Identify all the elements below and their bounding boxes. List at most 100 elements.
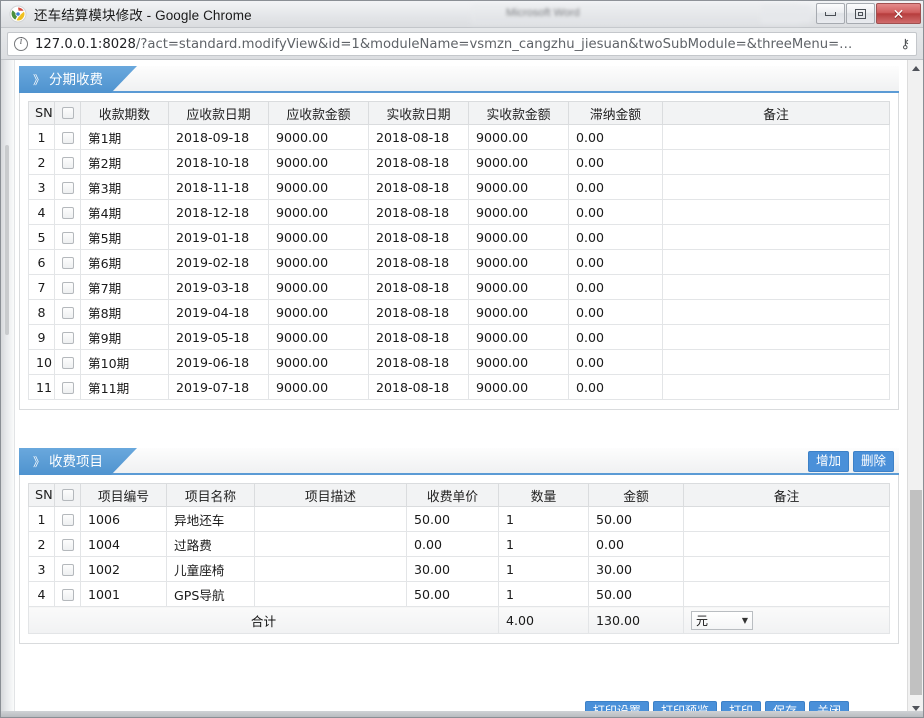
maximize-button[interactable] <box>846 3 875 24</box>
row-checkbox[interactable] <box>54 199 81 225</box>
address-bar[interactable]: 127.0.0.1:8028/?act=standard.modifyView&… <box>7 32 917 56</box>
table-row[interactable]: 1 第1期 2018-09-18 9000.00 2018-08-18 9000.00 0.… <box>28 124 890 150</box>
installments-body: 1 第1期 2018-09-18 9000.00 2018-08-18 9000.00 0.… <box>28 124 890 400</box>
checkbox-icon[interactable] <box>62 332 74 344</box>
checkbox-icon[interactable] <box>62 307 74 319</box>
cell-sn: 1 <box>28 124 55 150</box>
window-controls: ✕ <box>815 3 921 24</box>
row-checkbox[interactable] <box>54 149 81 175</box>
table-row[interactable]: 3 第3期 2018-11-18 9000.00 2018-08-18 9000.00 0.… <box>28 174 890 200</box>
checkbox-icon[interactable] <box>62 514 74 526</box>
chrome-icon <box>9 5 27 23</box>
checkbox-icon[interactable] <box>61 489 74 501</box>
add-button[interactable]: 增加 <box>807 451 849 472</box>
row-checkbox[interactable] <box>54 174 81 200</box>
checkbox-icon[interactable] <box>62 207 74 219</box>
checkbox-icon[interactable] <box>62 257 74 269</box>
table-row[interactable]: 6 第6期 2019-02-18 9000.00 2018-08-18 9000.00 0.… <box>28 249 890 275</box>
table-cell: 1 <box>498 506 589 532</box>
select-all-checkbox[interactable] <box>54 483 81 507</box>
table-cell: 2019-03-18 <box>168 274 269 300</box>
checkbox-icon[interactable] <box>62 589 74 601</box>
row-checkbox[interactable] <box>54 349 81 375</box>
table-cell: 0.00 <box>568 124 663 150</box>
table-cell: 异地还车 <box>166 506 255 532</box>
table-row[interactable]: 3 1002 儿童座椅 30.00 1 30.00 <box>28 556 890 582</box>
row-checkbox[interactable] <box>54 374 81 400</box>
checkbox-icon[interactable] <box>62 539 74 551</box>
checkbox-icon[interactable] <box>62 564 74 576</box>
panel-items-tab[interactable]: 》收费项目 <box>19 448 137 475</box>
table-cell <box>662 224 890 250</box>
checkbox-icon[interactable] <box>62 357 74 369</box>
panel-installments-tab[interactable]: 》分期收费 <box>19 66 137 93</box>
checkbox-icon[interactable] <box>62 382 74 394</box>
column-header-sn: SN <box>28 483 55 507</box>
row-checkbox[interactable] <box>54 556 81 582</box>
row-checkbox[interactable] <box>54 581 81 607</box>
row-checkbox[interactable] <box>54 249 81 275</box>
site-info-icon[interactable] <box>14 36 28 51</box>
row-checkbox[interactable] <box>54 506 81 532</box>
unit-select[interactable]: 元 ▼ <box>691 610 753 630</box>
table-cell <box>662 374 890 400</box>
row-checkbox[interactable] <box>54 531 81 557</box>
table-row[interactable]: 11 第11期 2019-07-18 9000.00 2018-08-18 9000.00… <box>28 374 890 400</box>
table-cell: 第11期 <box>80 374 169 400</box>
table-cell: 儿童座椅 <box>166 556 255 582</box>
table-cell: 1 <box>498 556 589 582</box>
table-cell: 1004 <box>80 531 167 557</box>
checkbox-icon[interactable] <box>62 132 74 144</box>
column-header: 应收款金额 <box>268 101 369 125</box>
table-row[interactable]: 7 第7期 2019-03-18 9000.00 2018-08-18 9000.00 0.… <box>28 274 890 300</box>
table-cell: 30.00 <box>406 556 499 582</box>
checkbox-icon[interactable] <box>62 282 74 294</box>
items-total-row: 合计 4.00 130.00 元 ▼ <box>28 606 890 634</box>
table-cell: 9000.00 <box>268 274 369 300</box>
row-checkbox[interactable] <box>54 124 81 150</box>
table-cell: 2018-10-18 <box>168 149 269 175</box>
scroll-down-button[interactable] <box>908 700 923 717</box>
panel-items: 》收费项目 增加 删除 SN 项目编号 项目名称 项目描述 收费单价数 <box>19 448 899 644</box>
table-cell <box>662 249 890 275</box>
table-row[interactable]: 9 第9期 2019-05-18 9000.00 2018-08-18 9000.00 0.… <box>28 324 890 350</box>
checkbox-icon[interactable] <box>61 107 74 119</box>
table-cell: 0.00 <box>568 299 663 325</box>
cell-sn: 1 <box>28 506 55 532</box>
row-checkbox[interactable] <box>54 274 81 300</box>
scroll-up-button[interactable] <box>908 60 923 77</box>
delete-button[interactable]: 删除 <box>852 451 894 472</box>
row-checkbox[interactable] <box>54 224 81 250</box>
table-row[interactable]: 10 第10期 2019-06-18 9000.00 2018-08-18 9000.00… <box>28 349 890 375</box>
table-cell <box>683 506 890 532</box>
column-header: 项目编号 <box>80 483 167 507</box>
table-cell <box>662 199 890 225</box>
row-checkbox[interactable] <box>54 324 81 350</box>
row-checkbox[interactable] <box>54 299 81 325</box>
table-cell: 9000.00 <box>268 199 369 225</box>
table-row[interactable]: 8 第8期 2019-04-18 9000.00 2018-08-18 9000.00 0.… <box>28 299 890 325</box>
table-cell: 2018-08-18 <box>368 149 469 175</box>
window-bottom-edge <box>1 711 923 717</box>
table-cell: 9000.00 <box>468 299 569 325</box>
scrollbar-thumb[interactable] <box>910 490 922 695</box>
table-row[interactable]: 5 第5期 2019-01-18 9000.00 2018-08-18 9000.00 0.… <box>28 224 890 250</box>
close-button[interactable]: ✕ <box>876 3 921 24</box>
table-cell: 9000.00 <box>468 224 569 250</box>
table-row[interactable]: 2 第2期 2018-10-18 9000.00 2018-08-18 9000.00 0.… <box>28 149 890 175</box>
checkbox-icon[interactable] <box>62 157 74 169</box>
key-icon[interactable]: ⚷ <box>900 36 910 51</box>
select-all-checkbox[interactable] <box>54 101 81 125</box>
table-cell: 2018-11-18 <box>168 174 269 200</box>
table-row[interactable]: 4 1001 GPS导航 50.00 1 50.00 <box>28 581 890 607</box>
checkbox-icon[interactable] <box>62 182 74 194</box>
minimize-button[interactable] <box>816 3 845 24</box>
url-text: 127.0.0.1:8028/?act=standard.modifyView&… <box>35 37 852 52</box>
checkbox-icon[interactable] <box>62 232 74 244</box>
column-header: 项目名称 <box>166 483 255 507</box>
vertical-scrollbar[interactable] <box>907 60 923 717</box>
table-row[interactable]: 4 第4期 2018-12-18 9000.00 2018-08-18 9000.00 0.… <box>28 199 890 225</box>
table-row[interactable]: 1 1006 异地还车 50.00 1 50.00 <box>28 506 890 532</box>
table-row[interactable]: 2 1004 过路费 0.00 1 0.00 <box>28 531 890 557</box>
